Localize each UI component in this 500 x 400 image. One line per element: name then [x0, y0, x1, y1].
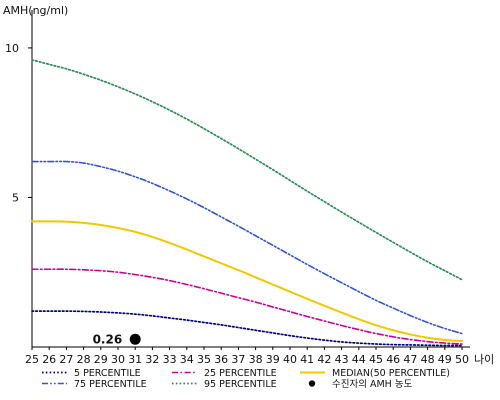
legend-label: MEDIAN(50 PERCENTILE) — [332, 368, 450, 379]
chart-axes: AMH(ng/ml) 5 10 25 26 27 28 29 30 31 32 33 34 35 36 37 3… — [3, 4, 494, 366]
legend-item: 75 PERCENTILE — [42, 379, 147, 390]
x-tick-label: 48 — [421, 353, 435, 366]
x-tick-label: 25 — [25, 353, 39, 366]
x-tick-label: 41 — [300, 353, 314, 366]
series-line-3 — [31, 220, 463, 343]
y-tick-label: 5 — [12, 191, 19, 204]
legend-item: 95 PERCENTILE — [172, 379, 277, 390]
x-tick-label: 28 — [77, 353, 91, 366]
legend-label: 5 PERCENTILE — [74, 368, 141, 379]
x-tick-label: 33 — [163, 353, 177, 366]
legend-label: 95 PERCENTILE — [204, 379, 277, 390]
x-tick-label: 31 — [128, 353, 142, 366]
x-tick-label: 29 — [94, 353, 108, 366]
x-tick-label: 36 — [214, 353, 228, 366]
legend-item: 25 PERCENTILE — [172, 368, 277, 379]
x-tick-label: 42 — [317, 353, 331, 366]
x-tick-label: 50 — [455, 353, 469, 366]
series-line-4 — [31, 160, 463, 335]
x-tick-label: 30 — [111, 353, 125, 366]
x-tick-label: 45 — [369, 353, 383, 366]
legend-label: 25 PERCENTILE — [204, 368, 277, 379]
x-tick-label: 34 — [180, 353, 194, 366]
y-tick-label: 10 — [5, 42, 19, 55]
patient-point-layer: 0.26 — [93, 333, 141, 347]
x-tick-label: 46 — [386, 353, 400, 366]
x-tick-label: 26 — [42, 353, 56, 366]
legend-item: 수진자의 AMH 농도 — [308, 379, 413, 390]
chart-legend: 5 PERCENTILE 25 PERCENTILE MEDIAN(50 PERCE… — [42, 368, 450, 390]
x-tick-label: 38 — [249, 353, 263, 366]
x-tick-label: 40 — [283, 353, 297, 366]
patient-point-label: 0.26 — [93, 333, 123, 347]
legend-swatch-point — [308, 380, 316, 387]
x-tick-label: 37 — [231, 353, 245, 366]
legend-label: 수진자의 AMH 농도 — [332, 379, 413, 390]
legend-item: 5 PERCENTILE — [42, 368, 141, 379]
x-tick-label: 43 — [335, 353, 349, 366]
series-line-2 — [31, 268, 463, 345]
x-tick-label: 47 — [403, 353, 417, 366]
x-tick-label: 32 — [145, 353, 159, 366]
x-tick-label: 35 — [197, 353, 211, 366]
legend-item: MEDIAN(50 PERCENTILE) — [300, 368, 450, 379]
series-line-5 — [31, 59, 463, 281]
series-layer — [31, 59, 463, 347]
patient-point-marker — [129, 333, 141, 345]
x-axis-title: 나이 — [474, 353, 494, 366]
x-tick-label: 49 — [438, 353, 452, 366]
x-tick-label: 27 — [59, 353, 73, 366]
series-line-1 — [31, 310, 463, 347]
x-tick-label: 39 — [266, 353, 280, 366]
legend-label: 75 PERCENTILE — [74, 379, 147, 390]
x-tick-label: 44 — [352, 353, 366, 366]
y-axis-title: AMH(ng/ml) — [3, 4, 68, 17]
